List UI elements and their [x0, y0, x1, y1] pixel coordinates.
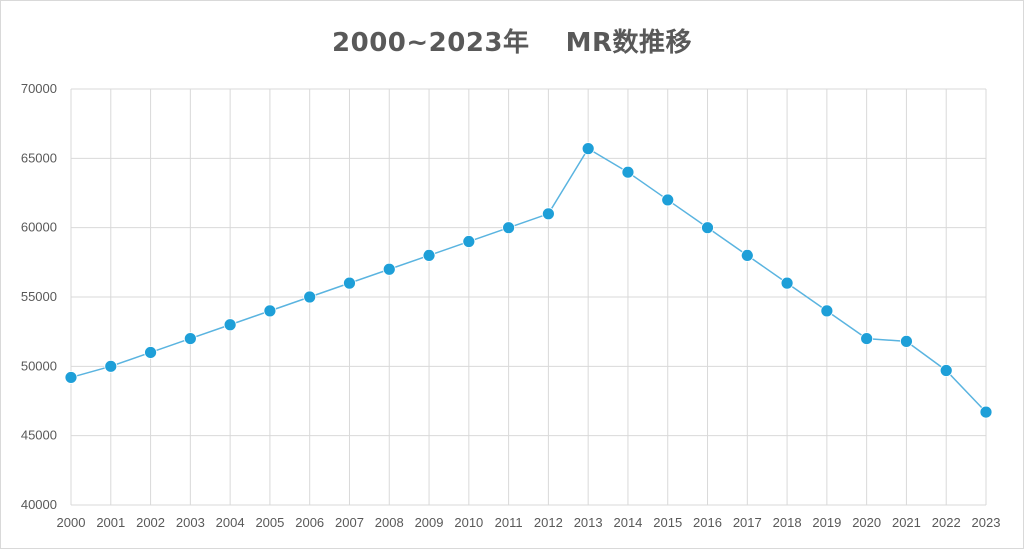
data-point [104, 359, 118, 373]
data-point [263, 304, 277, 318]
x-tick-label: 2011 [495, 515, 523, 530]
data-point [422, 248, 436, 262]
data-point [820, 304, 834, 318]
x-tick-label: 2007 [335, 515, 364, 530]
x-tick-label: 2013 [574, 515, 603, 530]
y-axis: 40000 45000 50000 55000 60000 65000 70000 [21, 81, 57, 512]
data-point [183, 332, 197, 346]
y-tick-label: 70000 [21, 81, 57, 96]
x-tick-label: 2000 [57, 515, 86, 530]
data-point [780, 276, 794, 290]
x-tick-label: 2023 [972, 515, 1001, 530]
data-point [900, 334, 913, 348]
x-axis: 2000 2001 2002 2003 2004 2005 2006 2007 2008 2009… [57, 515, 1001, 530]
x-tick-label: 2004 [216, 515, 245, 530]
data-point [860, 332, 874, 346]
x-tick-label: 2021 [892, 515, 921, 530]
x-tick-label: 2005 [255, 515, 284, 530]
y-tick-label: 60000 [21, 220, 57, 235]
data-point [740, 248, 754, 262]
data-point [223, 318, 237, 332]
x-tick-label: 2015 [653, 515, 682, 530]
x-tick-label: 2010 [454, 515, 483, 530]
data-point [701, 221, 714, 235]
data-point [144, 346, 157, 359]
data-point [502, 221, 516, 235]
y-tick-label: 45000 [21, 428, 57, 443]
series-group [64, 142, 993, 419]
data-point [541, 207, 555, 221]
y-tick-label: 55000 [21, 289, 57, 304]
data-point [979, 405, 993, 419]
x-tick-label: 2003 [176, 515, 205, 530]
x-tick-label: 2002 [136, 515, 165, 530]
x-tick-label: 2001 [96, 515, 125, 530]
data-point [303, 290, 317, 304]
data-point [343, 276, 356, 290]
data-point [661, 193, 675, 207]
y-tick-label: 40000 [21, 497, 57, 512]
x-tick-label: 2016 [693, 515, 722, 530]
grid-lines [70, 88, 987, 506]
x-tick-label: 2008 [375, 515, 404, 530]
data-point [621, 165, 635, 179]
x-tick-label: 2019 [812, 515, 841, 530]
data-point [581, 142, 595, 156]
x-tick-label: 2018 [773, 515, 802, 530]
data-point [939, 364, 953, 377]
data-point [462, 235, 476, 248]
x-tick-label: 2009 [415, 515, 444, 530]
data-point [382, 262, 396, 276]
y-tick-label: 65000 [21, 150, 57, 165]
x-tick-label: 2022 [932, 515, 961, 530]
x-tick-label: 2012 [534, 515, 563, 530]
x-tick-label: 2014 [613, 515, 642, 530]
x-tick-label: 2006 [295, 515, 324, 530]
data-point [64, 371, 78, 384]
series-line [70, 147, 987, 413]
y-tick-label: 50000 [21, 358, 57, 373]
chart-title: 2000~2023年 MR数推移 [332, 28, 692, 58]
x-tick-label: 2017 [733, 515, 762, 530]
x-tick-label: 2020 [852, 515, 881, 530]
